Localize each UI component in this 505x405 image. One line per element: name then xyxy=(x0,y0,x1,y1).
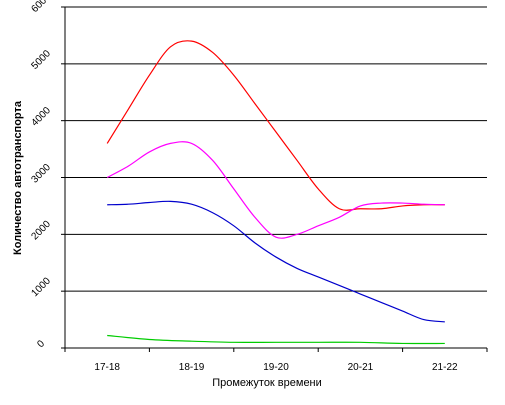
x-tick-labels: 17-18 18-19 19-20 20-21 21-22 xyxy=(94,362,458,373)
y-tick-label: 4000 xyxy=(29,105,53,129)
axes xyxy=(61,6,488,352)
series-line-4 xyxy=(107,334,445,345)
y-tick-label: 3000 xyxy=(29,162,53,186)
series-line-3 xyxy=(107,200,445,323)
x-axis-title: Промежуток времени xyxy=(212,377,322,389)
y-tick-labels: 0 1000 2000 3000 4000 5000 6000 xyxy=(29,0,53,350)
gridlines xyxy=(65,6,487,292)
series-line-2 xyxy=(106,141,445,239)
y-tick-label: 0 xyxy=(35,338,47,350)
y-tick-label: 6000 xyxy=(29,0,53,15)
series-line-1 xyxy=(106,40,445,211)
x-tick-label: 19-20 xyxy=(263,362,289,373)
x-tick-label: 20-21 xyxy=(348,362,374,373)
series-lines xyxy=(106,40,445,345)
x-tick-label: 17-18 xyxy=(94,362,120,373)
y-tick-label: 2000 xyxy=(29,219,53,243)
y-tick-label: 5000 xyxy=(29,48,53,72)
x-tick-label: 18-19 xyxy=(179,362,205,373)
y-tick-label: 1000 xyxy=(29,275,53,299)
x-tick-label: 21-22 xyxy=(432,362,458,373)
y-axis-title: Количество автотранспорта xyxy=(12,100,24,255)
